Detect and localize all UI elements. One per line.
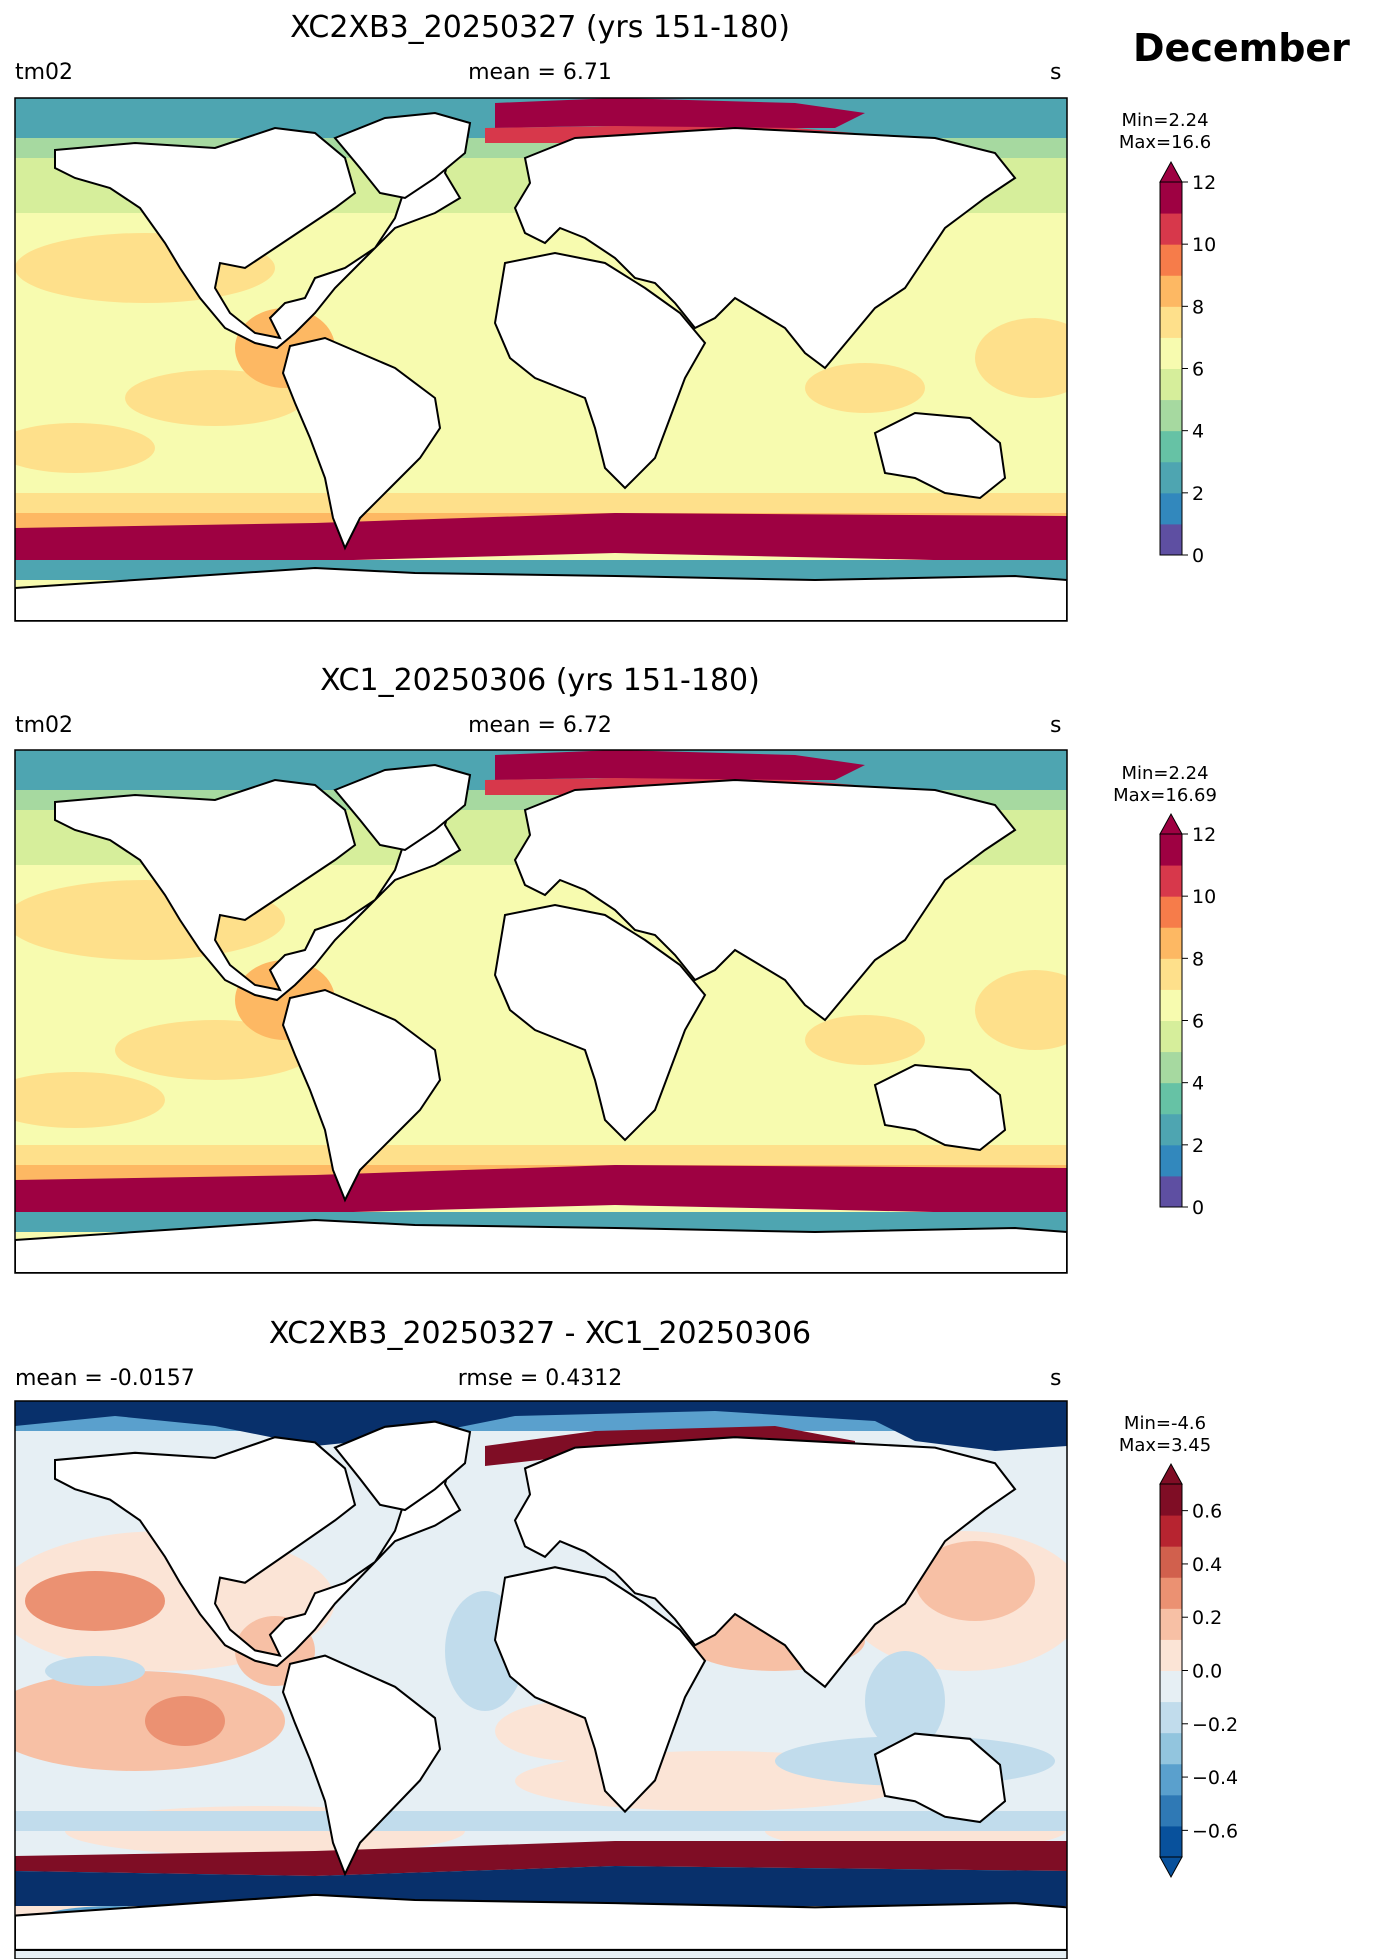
- colorbar-extend-max: [1159, 160, 1183, 183]
- colorbar-segment: [1160, 461, 1182, 494]
- colorbar-tick-label: 10: [1192, 234, 1216, 256]
- colorbar-segment: [1160, 213, 1182, 245]
- colorbar-segment: [1160, 927, 1182, 959]
- colorbar-segment: [1160, 182, 1182, 214]
- panel-1-title: XC2XB3_20250327 (yrs 151-180): [290, 10, 790, 45]
- colorbar-tick-label: 12: [1192, 172, 1216, 194]
- colorbar-segment: [1160, 244, 1182, 276]
- panel-2-min-label: Min=2.24: [1121, 763, 1209, 784]
- colorbar-tick-label: 10: [1192, 886, 1216, 908]
- colorbar-segment: [1160, 834, 1182, 866]
- panel-2-max-label: Max=16.69: [1113, 785, 1217, 806]
- panel-3-title: XC2XB3_20250327 - XC1_20250306: [268, 1316, 812, 1351]
- colorbar-tick-label: 0.0: [1192, 1661, 1222, 1683]
- colorbar-tick-label: 2: [1192, 483, 1204, 505]
- colorbar-segment: [1160, 1608, 1182, 1640]
- colorbar-tick-label: −0.4: [1192, 1767, 1238, 1789]
- colorbar-tick-label: 8: [1192, 948, 1204, 970]
- colorbar-segment: [1160, 1577, 1182, 1609]
- panel-1-min-label: Min=2.24: [1121, 110, 1209, 131]
- colorbar-segment: [1160, 1670, 1182, 1703]
- colorbar-tick-label: 2: [1192, 1135, 1204, 1157]
- colorbar-tick-label: 0.2: [1192, 1607, 1222, 1629]
- panel-1-mean-label: mean = 6.71: [468, 60, 612, 85]
- colorbar-tick-label: 12: [1192, 824, 1216, 846]
- panel-2-units-label: s: [1050, 713, 1062, 738]
- panel-3-mean-label: mean = -0.0157: [15, 1366, 195, 1391]
- colorbar-segment: [1160, 896, 1182, 928]
- colorbar-segment: [1160, 865, 1182, 897]
- colorbar-extend-min: [1159, 1856, 1183, 1879]
- colorbar-tick-label: 6: [1192, 359, 1204, 381]
- colorbar-tick-label: 8: [1192, 296, 1204, 318]
- colorbar-segment: [1160, 523, 1182, 556]
- colorbar-segment: [1160, 399, 1182, 432]
- colorbar-tick-label: −0.6: [1192, 1820, 1238, 1842]
- colorbar-segment: [1160, 492, 1182, 525]
- panel-1-max-label: Max=16.6: [1118, 132, 1212, 153]
- panel-3-rmse-label: rmse = 0.4312: [457, 1366, 623, 1391]
- month-label: December: [1133, 26, 1350, 70]
- colorbar-segment: [1160, 1175, 1182, 1208]
- colorbar-segment: [1160, 958, 1182, 990]
- colorbar-segment: [1160, 1020, 1182, 1053]
- colorbar-segment: [1160, 1701, 1182, 1734]
- colorbar-segment: [1160, 1051, 1182, 1084]
- colorbar-segment: [1160, 337, 1182, 369]
- panel-1-variable-label: tm02: [15, 60, 74, 85]
- panel-2-title: XC1_20250306 (yrs 151-180): [320, 663, 760, 698]
- colorbar-extend-max: [1159, 812, 1183, 835]
- colorbar-tick-label: −0.2: [1192, 1714, 1238, 1736]
- panel-3-map: [14, 1400, 1068, 1959]
- colorbar-segment: [1160, 430, 1182, 463]
- panel-2-colorbar: 0 2 4 6 8 10 12: [1159, 812, 1216, 1219]
- panel-1-map: [14, 97, 1068, 622]
- colorbar-segment: [1160, 1732, 1182, 1765]
- colorbar-tick-label: 0: [1192, 545, 1204, 567]
- colorbar-segment: [1160, 1484, 1182, 1516]
- colorbar-segment: [1160, 1794, 1182, 1827]
- panel-3-max-label: Max=3.45: [1118, 1435, 1212, 1456]
- colorbar-tick-label: 0.6: [1192, 1501, 1222, 1523]
- colorbar-segment: [1160, 1515, 1182, 1547]
- panel-2-variable-label: tm02: [15, 713, 74, 738]
- colorbar-segment: [1160, 368, 1182, 401]
- panel-2-map: [14, 749, 1068, 1274]
- colorbar-segment: [1160, 1763, 1182, 1796]
- colorbar-segment: [1160, 306, 1182, 338]
- colorbar-tick-label: 0.4: [1192, 1554, 1222, 1576]
- colorbar-tick-label: 0: [1192, 1197, 1204, 1219]
- panel-1-units-label: s: [1050, 60, 1062, 85]
- colorbar-segment: [1160, 1082, 1182, 1115]
- panel-3-colorbar: −0.6 −0.4 −0.2 0.0 0.2 0.4 0.6: [1159, 1462, 1238, 1879]
- panel-3-units-label: s: [1050, 1366, 1062, 1391]
- colorbar-segment: [1160, 1639, 1182, 1671]
- colorbar-tick-label: 6: [1192, 1011, 1204, 1033]
- colorbar-segment: [1160, 989, 1182, 1021]
- colorbar-tick-label: 4: [1192, 421, 1204, 443]
- colorbar-segment: [1160, 1144, 1182, 1177]
- colorbar-segment: [1160, 275, 1182, 307]
- colorbar-segment: [1160, 1825, 1182, 1858]
- colorbar-extend-max: [1159, 1462, 1183, 1485]
- panel-2-mean-label: mean = 6.72: [468, 713, 612, 738]
- colorbar-segment: [1160, 1113, 1182, 1146]
- panel-1-colorbar: 0 2 4 6 8 10 12: [1159, 160, 1216, 567]
- colorbar-segment: [1160, 1546, 1182, 1578]
- colorbar-tick-label: 4: [1192, 1073, 1204, 1095]
- panel-3-min-label: Min=-4.6: [1123, 1413, 1207, 1434]
